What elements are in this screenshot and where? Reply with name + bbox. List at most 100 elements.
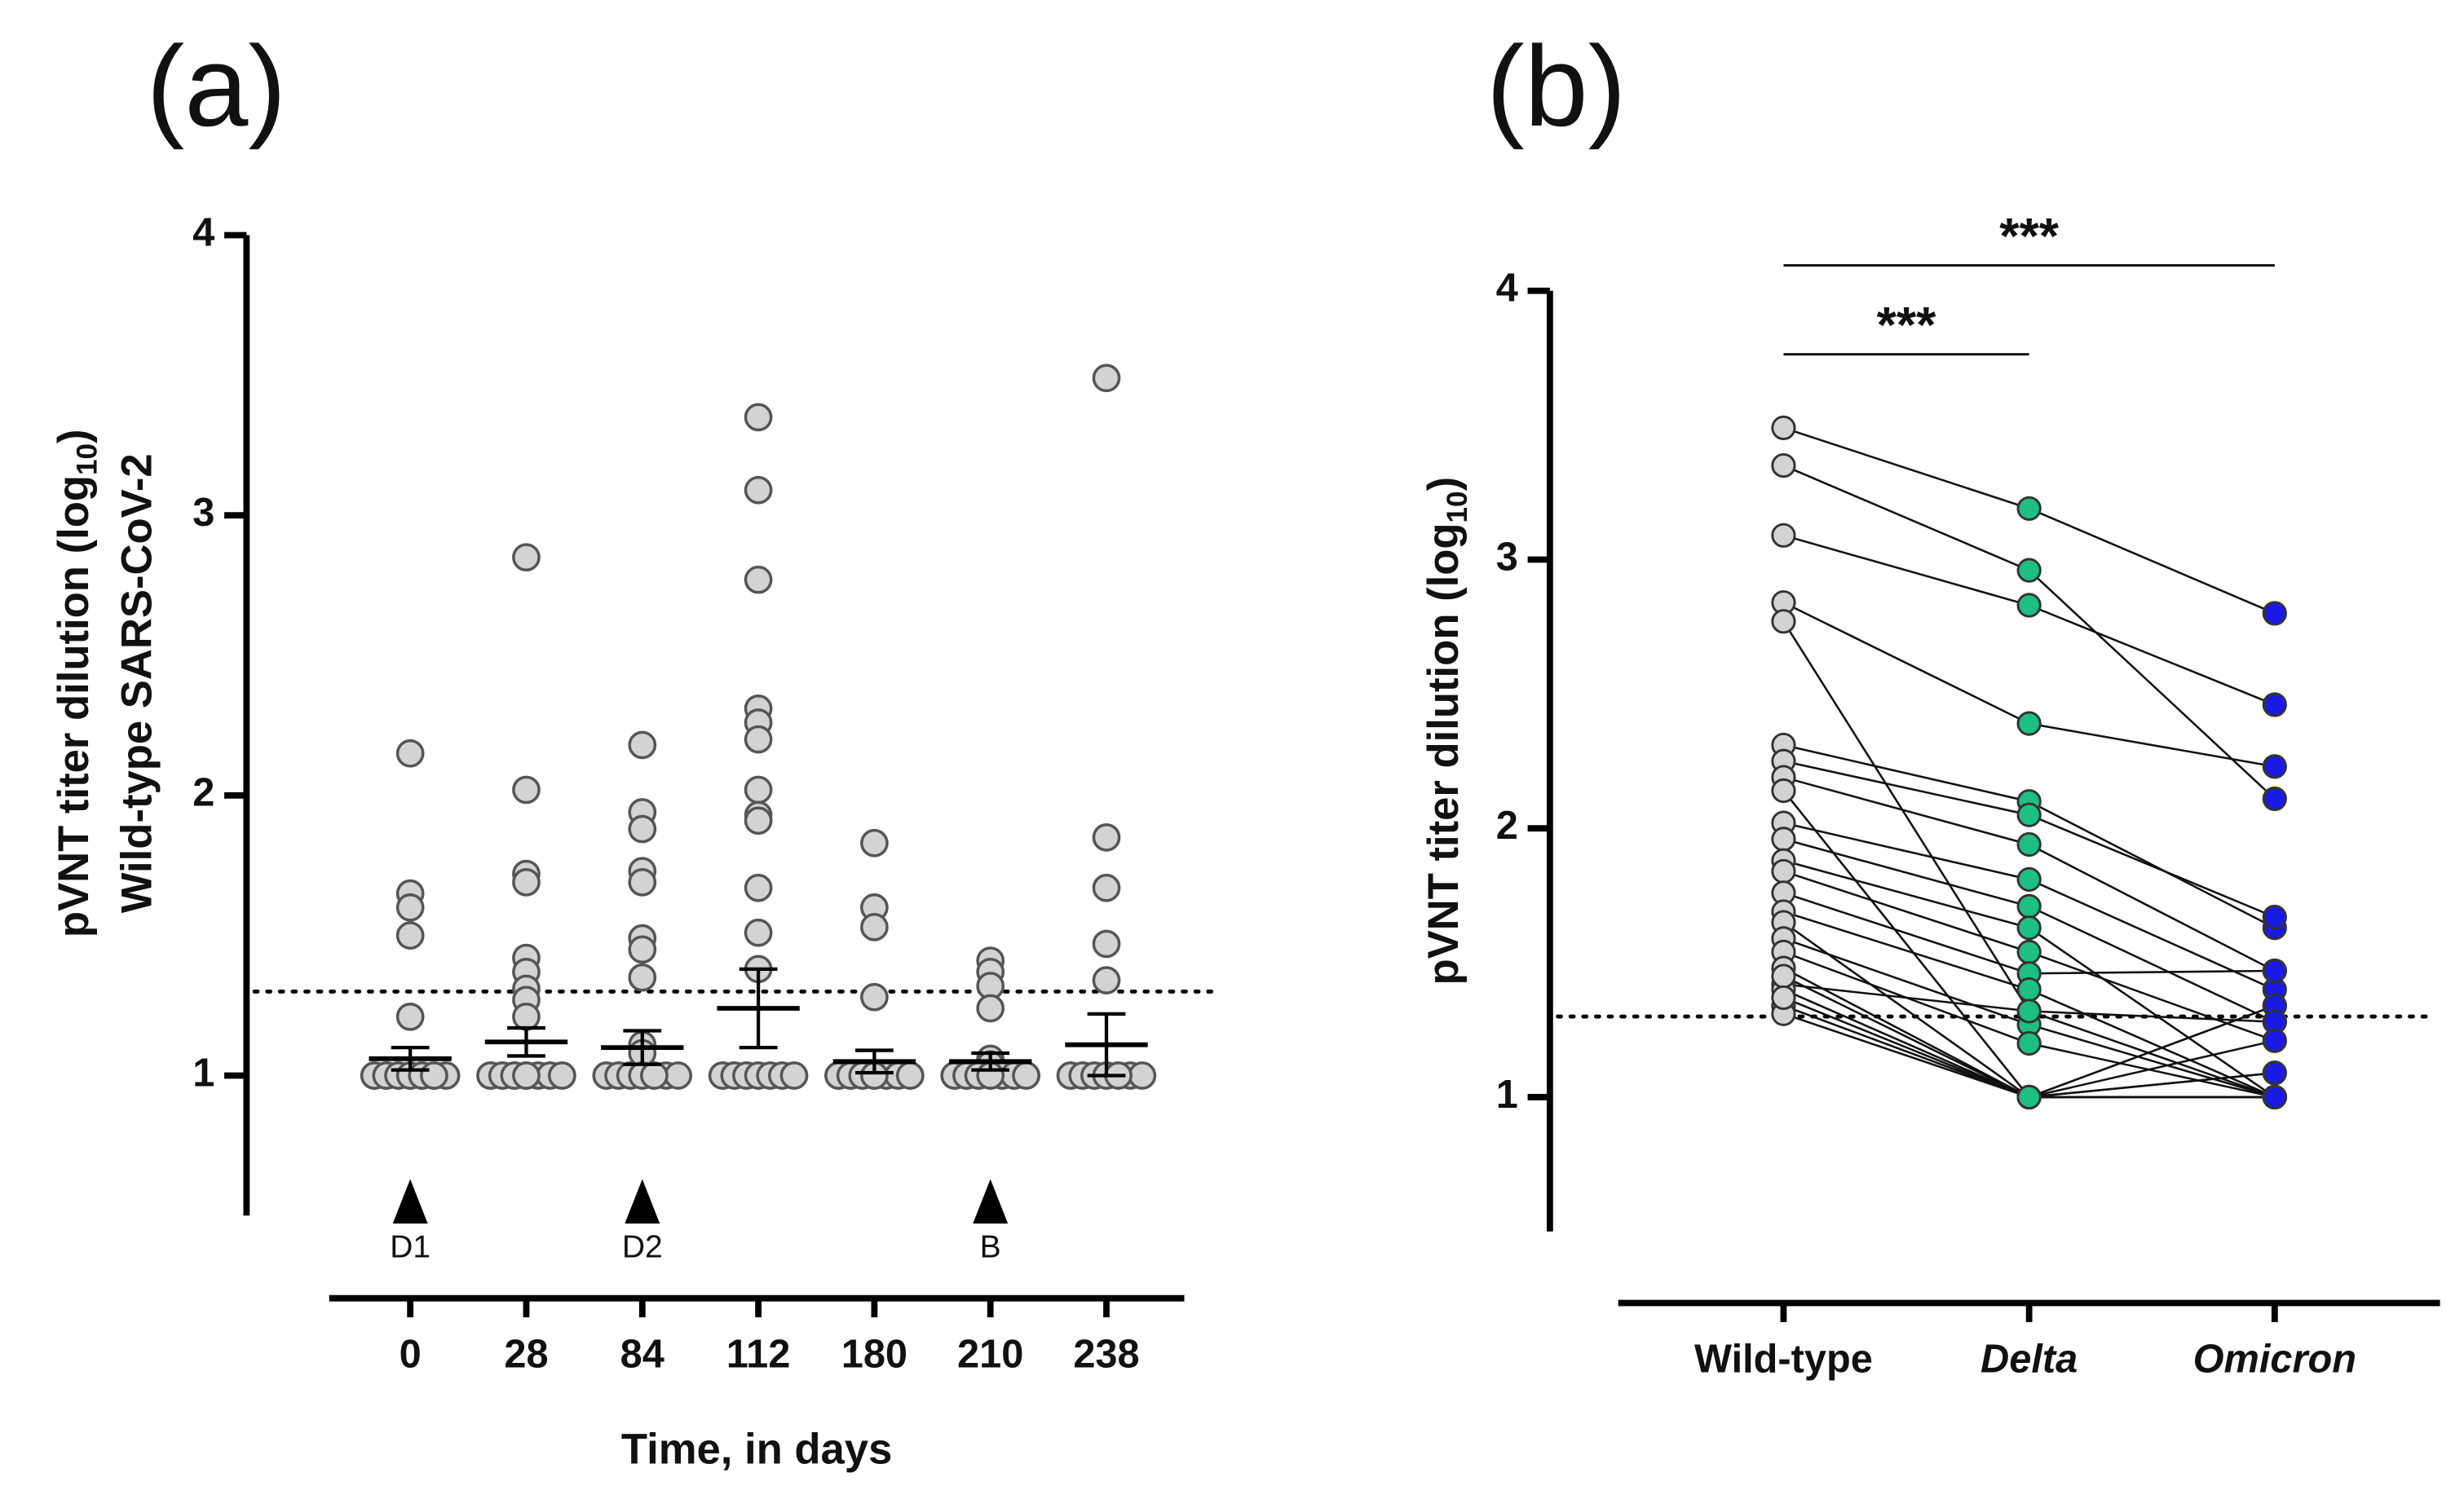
error-bar <box>1087 1012 1126 1078</box>
data-point <box>744 775 773 805</box>
x-tick-label: Wild-type <box>1694 1338 1873 1382</box>
x-tick-label: Omicron <box>2193 1338 2356 1382</box>
x-tick-label: 210 <box>957 1333 1023 1377</box>
significance-label: *** <box>1999 209 2060 265</box>
y-tick-label: 4 <box>192 210 214 254</box>
y-axis-label-part: ) <box>50 429 98 443</box>
data-point <box>512 1002 541 1031</box>
dose-label: D2 <box>622 1230 663 1265</box>
data-point <box>395 1002 425 1031</box>
x-tick-label: Delta <box>1980 1338 2078 1382</box>
y-axis-label: pVNT titer dilution (log10) <box>1420 477 1473 985</box>
data-point <box>2262 1060 2287 1086</box>
y-tick-label: 3 <box>192 491 214 535</box>
error-bar <box>971 1051 1010 1072</box>
data-point <box>395 893 425 922</box>
panel-title: (a) <box>147 22 287 150</box>
data-point <box>744 475 773 505</box>
data-point <box>628 868 657 897</box>
error-bar <box>739 967 778 1050</box>
data-point <box>1092 873 1121 902</box>
data-point <box>1771 778 1796 804</box>
data-point <box>1092 364 1121 393</box>
error-bar <box>854 1048 894 1075</box>
data-point <box>1771 858 1796 884</box>
data-point <box>744 403 773 432</box>
dose-marker <box>392 1179 428 1224</box>
significance-label: *** <box>1877 298 1937 354</box>
data-point <box>895 1061 925 1090</box>
data-point <box>860 982 889 1012</box>
subject-line <box>1782 602 2276 768</box>
y-axis-label-part: ) <box>1420 477 1468 492</box>
data-point <box>744 873 773 902</box>
data-point <box>744 806 773 836</box>
data-point <box>1092 823 1121 852</box>
data-point <box>1771 985 1796 1011</box>
y-tick-label: 2 <box>1496 804 1518 848</box>
y-tick-label: 1 <box>1496 1073 1518 1117</box>
data-point <box>2262 1084 2287 1110</box>
data-point <box>512 775 541 805</box>
data-point <box>2016 831 2042 858</box>
data-point <box>395 739 425 768</box>
data-point <box>2016 1084 2042 1110</box>
dose-label: D1 <box>390 1230 431 1265</box>
error-bar <box>507 1025 545 1058</box>
y-axis-label-part: pVNT titer dilution (log <box>1420 523 1468 985</box>
data-point <box>2262 904 2287 930</box>
data-point <box>420 1061 448 1090</box>
data-point <box>2016 999 2042 1024</box>
data-point <box>2016 1030 2042 1056</box>
data-point <box>2262 692 2287 717</box>
y-axis-label: Wild-type SARS-CoV-2 <box>113 453 161 913</box>
y-tick-label: 1 <box>192 1051 214 1095</box>
data-point <box>395 921 425 950</box>
x-tick-label: 238 <box>1073 1333 1139 1377</box>
y-tick-label: 4 <box>1496 267 1518 311</box>
y-axis-label-part: 10 <box>1442 491 1473 523</box>
y-axis-label-part: pVNT titer dilution (log <box>50 475 98 937</box>
dose-marker <box>973 1179 1009 1224</box>
data-point <box>2262 601 2287 626</box>
data-point <box>2016 593 2042 618</box>
data-point <box>744 725 773 754</box>
data-point <box>2016 866 2042 892</box>
data-point <box>2016 711 2042 736</box>
dose-label: B <box>980 1230 1001 1265</box>
data-point <box>512 868 541 897</box>
data-point <box>2262 958 2287 984</box>
data-point <box>512 543 541 572</box>
data-point <box>1771 415 1796 441</box>
x-tick-label: 112 <box>726 1333 791 1377</box>
data-point <box>1092 966 1121 994</box>
data-point <box>2016 893 2042 919</box>
panel-title: (b) <box>1486 22 1627 150</box>
x-tick-label: 0 <box>400 1333 422 1377</box>
data-point <box>744 918 773 947</box>
data-point <box>1771 963 1796 989</box>
data-point <box>512 1061 541 1090</box>
x-tick-label: 28 <box>504 1333 548 1377</box>
data-point <box>744 565 773 594</box>
data-point <box>2262 786 2287 812</box>
y-axis-label-part: 10 <box>72 443 104 475</box>
data-point <box>779 1061 809 1090</box>
data-point <box>2016 915 2042 941</box>
x-tick-label: 180 <box>841 1333 907 1377</box>
data-point <box>2262 1028 2287 1053</box>
data-point <box>2016 802 2042 827</box>
data-point <box>628 730 657 760</box>
data-point <box>1771 609 1796 634</box>
data-point <box>1092 929 1121 959</box>
y-tick-label: 3 <box>1496 535 1518 579</box>
error-bar <box>623 1029 662 1066</box>
y-axis-label: pVNT titer dilution (log10) <box>50 429 104 937</box>
data-point <box>2016 496 2042 521</box>
y-tick-label: 2 <box>192 771 214 815</box>
dose-marker <box>625 1179 660 1224</box>
data-point <box>976 994 1005 1023</box>
data-point <box>640 1061 669 1090</box>
data-point <box>2262 754 2287 779</box>
